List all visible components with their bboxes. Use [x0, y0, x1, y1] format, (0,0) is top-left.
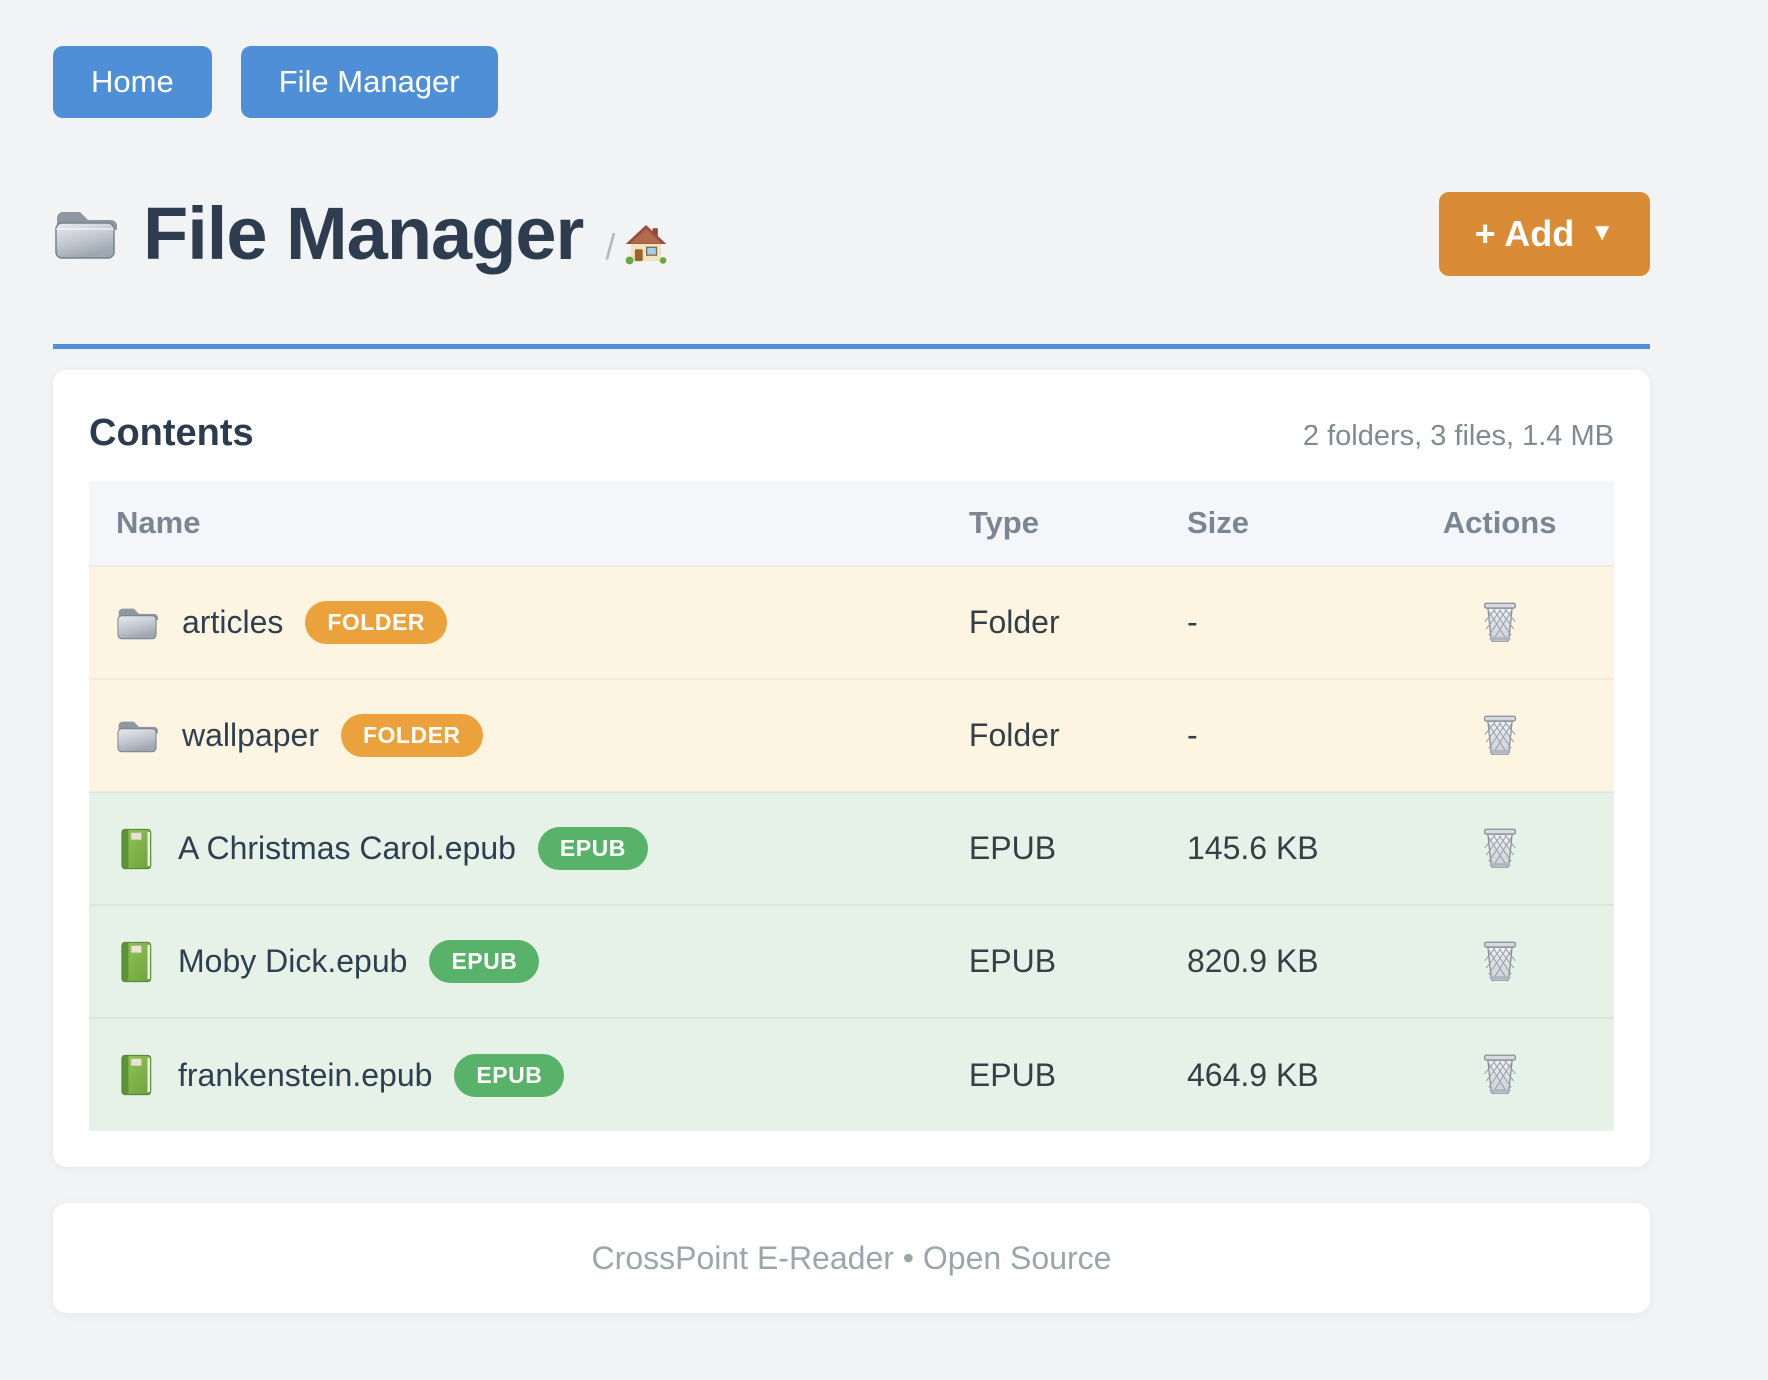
footer-card: CrossPoint E-Reader • Open Source	[53, 1203, 1650, 1313]
size-cell: -	[1186, 678, 1386, 792]
footer-text: CrossPoint E-Reader • Open Source	[591, 1239, 1112, 1276]
green-book-icon	[121, 828, 152, 869]
nav-button-home[interactable]: Home	[53, 46, 212, 118]
contents-heading: Contents	[89, 412, 254, 454]
column-header-size: Size	[1186, 481, 1386, 566]
table-row-wallpaper[interactable]: wallpaper FOLDER Folder -	[89, 678, 1614, 792]
folder-icon	[117, 608, 158, 639]
page-container: Home File Manager File Manager /	[53, 0, 1650, 1313]
type-cell: Folder	[968, 678, 1187, 792]
folder-badge: FOLDER	[340, 714, 483, 757]
add-button-label: + Add	[1474, 213, 1575, 254]
trash-icon	[1483, 828, 1516, 869]
file-name[interactable]: articles	[182, 604, 284, 640]
delete-button[interactable]	[1478, 709, 1522, 759]
file-table: Name Type Size Actions articles	[89, 481, 1614, 1131]
table-row-moby-dick[interactable]: Moby Dick.epub EPUB EPUB 820.9 KB	[89, 904, 1614, 1018]
size-cell: 464.9 KB	[1186, 1017, 1386, 1131]
type-cell: Folder	[968, 565, 1187, 679]
table-row-articles[interactable]: articles FOLDER Folder -	[89, 565, 1614, 679]
file-name[interactable]: A Christmas Carol.epub	[178, 830, 516, 866]
add-button[interactable]: + Add ▼	[1438, 192, 1650, 276]
breadcrumb-separator: /	[605, 225, 616, 267]
epub-badge: EPUB	[537, 827, 648, 870]
type-cell: EPUB	[968, 1017, 1187, 1131]
trash-icon	[1483, 1054, 1516, 1095]
green-book-icon	[121, 1054, 152, 1096]
caret-down-icon: ▼	[1590, 219, 1614, 246]
file-name[interactable]: Moby Dick.epub	[178, 943, 408, 979]
delete-button[interactable]	[1478, 822, 1522, 872]
delete-button[interactable]	[1478, 1048, 1522, 1098]
type-cell: EPUB	[968, 791, 1187, 905]
epub-badge: EPUB	[454, 1053, 565, 1097]
trash-icon	[1483, 602, 1516, 643]
delete-button[interactable]	[1478, 596, 1522, 646]
trash-icon	[1483, 941, 1516, 982]
folder-icon	[55, 211, 117, 259]
house-icon[interactable]	[625, 223, 667, 265]
file-name[interactable]: wallpaper	[182, 717, 319, 753]
epub-badge: EPUB	[429, 940, 540, 983]
contents-card-header: Contents 2 folders, 3 files, 1.4 MB	[89, 412, 1614, 455]
top-nav: Home File Manager	[53, 0, 1650, 118]
contents-card: Contents 2 folders, 3 files, 1.4 MB Name…	[53, 370, 1650, 1167]
type-cell: EPUB	[968, 904, 1187, 1018]
folder-badge: FOLDER	[305, 601, 447, 644]
page-header: File Manager / + Add ▼	[53, 192, 1650, 276]
table-row-christmas-carol[interactable]: A Christmas Carol.epub EPUB EPUB 145.6 K…	[89, 791, 1614, 905]
delete-button[interactable]	[1478, 935, 1522, 985]
column-header-name: Name	[89, 481, 969, 566]
green-book-icon	[121, 941, 152, 982]
table-header-row: Name Type Size Actions	[89, 481, 1614, 566]
column-header-actions: Actions	[1385, 481, 1614, 566]
table-row-frankenstein[interactable]: frankenstein.epub EPUB EPUB 464.9 KB	[89, 1017, 1614, 1131]
folder-icon	[117, 721, 158, 752]
accent-divider	[53, 344, 1650, 349]
nav-button-file-manager[interactable]: File Manager	[240, 46, 498, 118]
size-cell: 820.9 KB	[1186, 904, 1386, 1018]
contents-summary: 2 folders, 3 files, 1.4 MB	[1302, 420, 1614, 452]
page-title: File Manager	[143, 192, 584, 276]
column-header-type: Type	[968, 481, 1187, 566]
file-name[interactable]: frankenstein.epub	[178, 1056, 433, 1093]
size-cell: -	[1186, 565, 1386, 679]
title-group: File Manager /	[53, 192, 667, 276]
trash-icon	[1483, 715, 1516, 756]
size-cell: 145.6 KB	[1186, 791, 1386, 905]
